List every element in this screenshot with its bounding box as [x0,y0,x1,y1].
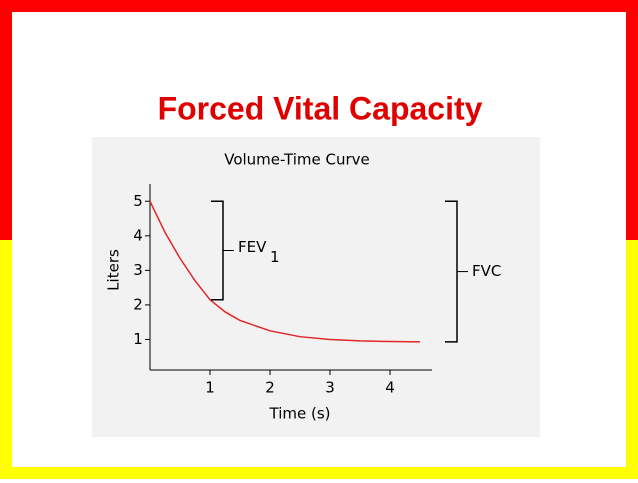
y-tick-label: 3 [133,261,143,279]
x-tick-label: 2 [265,379,275,397]
chart-panel [92,137,540,437]
y-tick-label: 1 [133,330,143,348]
x-tick-label: 4 [385,379,395,397]
x-axis-label: Time (s) [269,405,331,423]
chart-title: Volume-Time Curve [224,151,370,169]
fvc-label: FVC [472,262,501,280]
y-tick-label: 5 [133,192,143,210]
y-tick-label: 2 [133,295,143,313]
fev1-label: FEV [238,238,267,256]
fev1-subscript: 1 [270,248,280,266]
x-tick-label: 3 [325,379,335,397]
curve [149,200,421,343]
x-tick-label: 1 [205,379,215,397]
y-axis-label: Liters [105,249,123,291]
chart: Volume-Time Curve 1 2 3 4 5 1 2 3 4 Time (s) Liters… [105,151,502,423]
y-tick-label: 4 [133,226,143,244]
slide-title: Forced Vital Capacity [158,90,483,126]
